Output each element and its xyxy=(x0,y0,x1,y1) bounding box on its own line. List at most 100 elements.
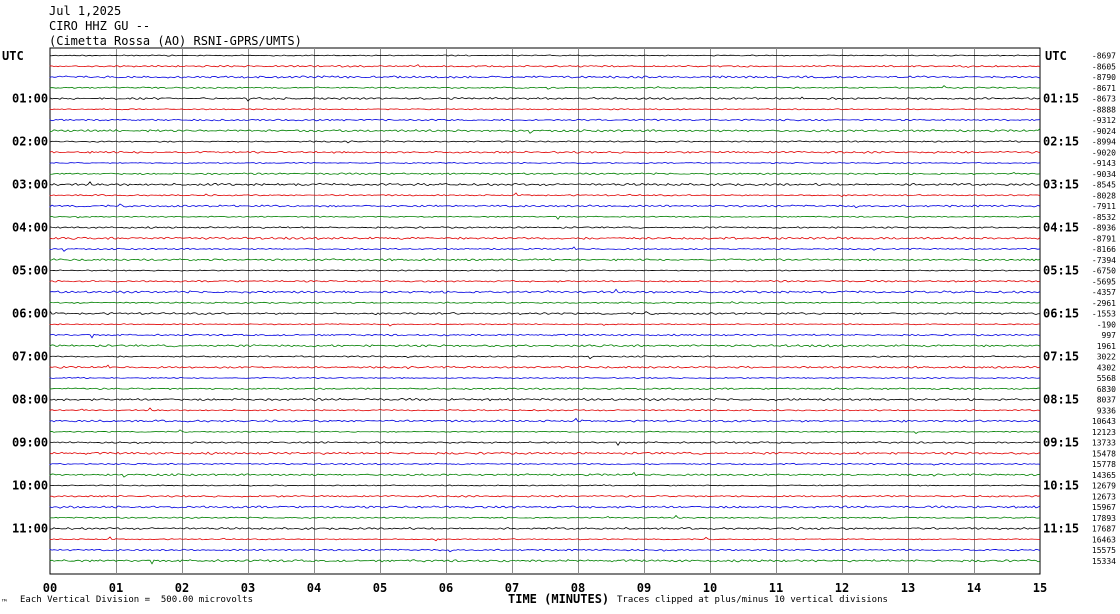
trace-offset-label: 14365 xyxy=(1092,471,1116,480)
seismic-trace xyxy=(49,288,1041,294)
x-tick-label: 06 xyxy=(439,581,453,595)
x-tick-label: 09 xyxy=(637,581,651,595)
seismic-trace xyxy=(49,494,1041,498)
right-hour-label: 05:15 xyxy=(1043,264,1079,278)
trace-offset-label: 10643 xyxy=(1092,417,1116,426)
trace-offset-label: 9336 xyxy=(1097,406,1116,415)
trace-offset-label: -8028 xyxy=(1092,191,1116,200)
trace-offset-label: 16463 xyxy=(1092,535,1116,544)
seismic-trace xyxy=(49,85,1041,90)
x-tick-label: 08 xyxy=(571,581,585,595)
seismic-trace xyxy=(49,417,1041,423)
trace-offset-label: -9020 xyxy=(1092,148,1116,157)
trace-offset-label: -7394 xyxy=(1092,256,1116,265)
trace-offset-label: 15967 xyxy=(1092,503,1116,512)
x-tick-label: 11 xyxy=(769,581,783,595)
trace-offset-label: -5695 xyxy=(1092,277,1116,286)
seismic-trace xyxy=(49,451,1041,455)
chart-station: CIRO HHZ GU -- xyxy=(49,19,151,33)
seismic-trace xyxy=(49,96,1041,102)
right-hour-label: 07:15 xyxy=(1043,350,1079,364)
trace-offset-label: -190 xyxy=(1097,320,1116,329)
left-hour-label: 05:00 xyxy=(12,264,48,278)
x-tick-label: 04 xyxy=(307,581,321,595)
trace-offset-label: -9024 xyxy=(1092,127,1116,136)
seismic-trace xyxy=(49,181,1040,187)
x-tick-label: 13 xyxy=(901,581,915,595)
seismic-trace xyxy=(49,279,1041,283)
seismic-trace xyxy=(49,118,1041,122)
seismic-trace xyxy=(49,364,1041,370)
right-hour-label: 01:15 xyxy=(1043,92,1079,106)
seismic-trace xyxy=(49,150,1041,154)
trace-offset-label: 1961 xyxy=(1097,342,1116,351)
seismic-trace xyxy=(49,236,1041,240)
x-tick-label: 02 xyxy=(175,581,189,595)
seismic-trace xyxy=(49,108,1041,111)
seismic-trace xyxy=(49,172,1041,176)
left-hour-label: 04:00 xyxy=(12,221,48,235)
right-hour-label: 02:15 xyxy=(1043,135,1079,149)
trace-offset-label: 997 xyxy=(1102,331,1117,340)
clip-note: Traces clipped at plus/minus 10 vertical… xyxy=(617,595,888,605)
seismic-trace xyxy=(49,203,1041,209)
seismic-trace xyxy=(49,140,1040,144)
trace-offset-label: -8545 xyxy=(1092,181,1116,190)
left-hour-label: 09:00 xyxy=(12,436,48,450)
trace-offset-label: -8936 xyxy=(1092,224,1116,233)
seismic-trace xyxy=(49,75,1041,79)
seismic-trace xyxy=(49,471,1041,478)
trace-offset-label: 15575 xyxy=(1092,546,1116,555)
trace-offset-label: 17687 xyxy=(1092,525,1116,534)
trace-offset-label: -8697 xyxy=(1092,52,1116,61)
plot-frame xyxy=(49,47,1041,575)
left-hour-label: 08:00 xyxy=(12,393,48,407)
seismic-trace xyxy=(49,397,1041,402)
seismic-trace xyxy=(49,64,1041,68)
trace-offset-label: -8166 xyxy=(1092,245,1116,254)
trace-offset-label: 4302 xyxy=(1097,363,1116,372)
seismic-trace xyxy=(49,301,1041,304)
chart-date: Jul 1,2025 xyxy=(49,4,122,18)
trace-offset-label: -9143 xyxy=(1092,159,1116,168)
seismic-trace xyxy=(49,407,1041,412)
seismic-trace xyxy=(49,441,1041,447)
left-hour-label: 07:00 xyxy=(12,350,48,364)
x-tick-label: 10 xyxy=(703,581,717,595)
trace-offset-label: 3022 xyxy=(1097,353,1116,362)
seismic-trace xyxy=(49,505,1041,509)
left-hour-label: 06:00 xyxy=(12,307,48,321)
seismic-trace xyxy=(49,484,1041,487)
corner-mark: ™ xyxy=(2,598,7,607)
seismic-trace xyxy=(49,376,1041,380)
left-hour-label: 02:00 xyxy=(12,135,48,149)
x-tick-label: 00 xyxy=(43,581,57,595)
trace-offset-label: 12673 xyxy=(1092,492,1116,501)
left-hour-label: 03:00 xyxy=(12,178,48,192)
seismic-trace xyxy=(49,333,1041,339)
x-tick-label: 12 xyxy=(835,581,849,595)
right-hour-label: 08:15 xyxy=(1043,393,1079,407)
x-tick-label: 05 xyxy=(373,581,387,595)
x-tick-label: 07 xyxy=(505,581,519,595)
trace-offset-label: 12123 xyxy=(1092,428,1116,437)
left-hour-label: 10:00 xyxy=(12,479,48,493)
trace-offset-label: -8532 xyxy=(1092,213,1116,222)
seismic-trace xyxy=(49,258,1041,262)
left-hour-label: 11:00 xyxy=(12,522,48,536)
seismic-trace xyxy=(49,246,1041,252)
trace-offset-label: -9034 xyxy=(1092,170,1116,179)
trace-offset-label: 15334 xyxy=(1092,557,1116,566)
trace-offset-label: 6830 xyxy=(1097,385,1116,394)
seismic-trace xyxy=(49,128,1041,134)
trace-offset-label: 12679 xyxy=(1092,482,1116,491)
seismic-trace xyxy=(49,462,1041,466)
seismic-trace xyxy=(49,323,1041,327)
right-hour-label: 03:15 xyxy=(1043,178,1079,192)
trace-offset-label: 17893 xyxy=(1092,514,1116,523)
trace-offset-label: -4357 xyxy=(1092,288,1116,297)
trace-offset-label: -9312 xyxy=(1092,116,1116,125)
left-utc-label: UTC xyxy=(2,49,24,63)
seismic-trace xyxy=(49,344,1041,348)
